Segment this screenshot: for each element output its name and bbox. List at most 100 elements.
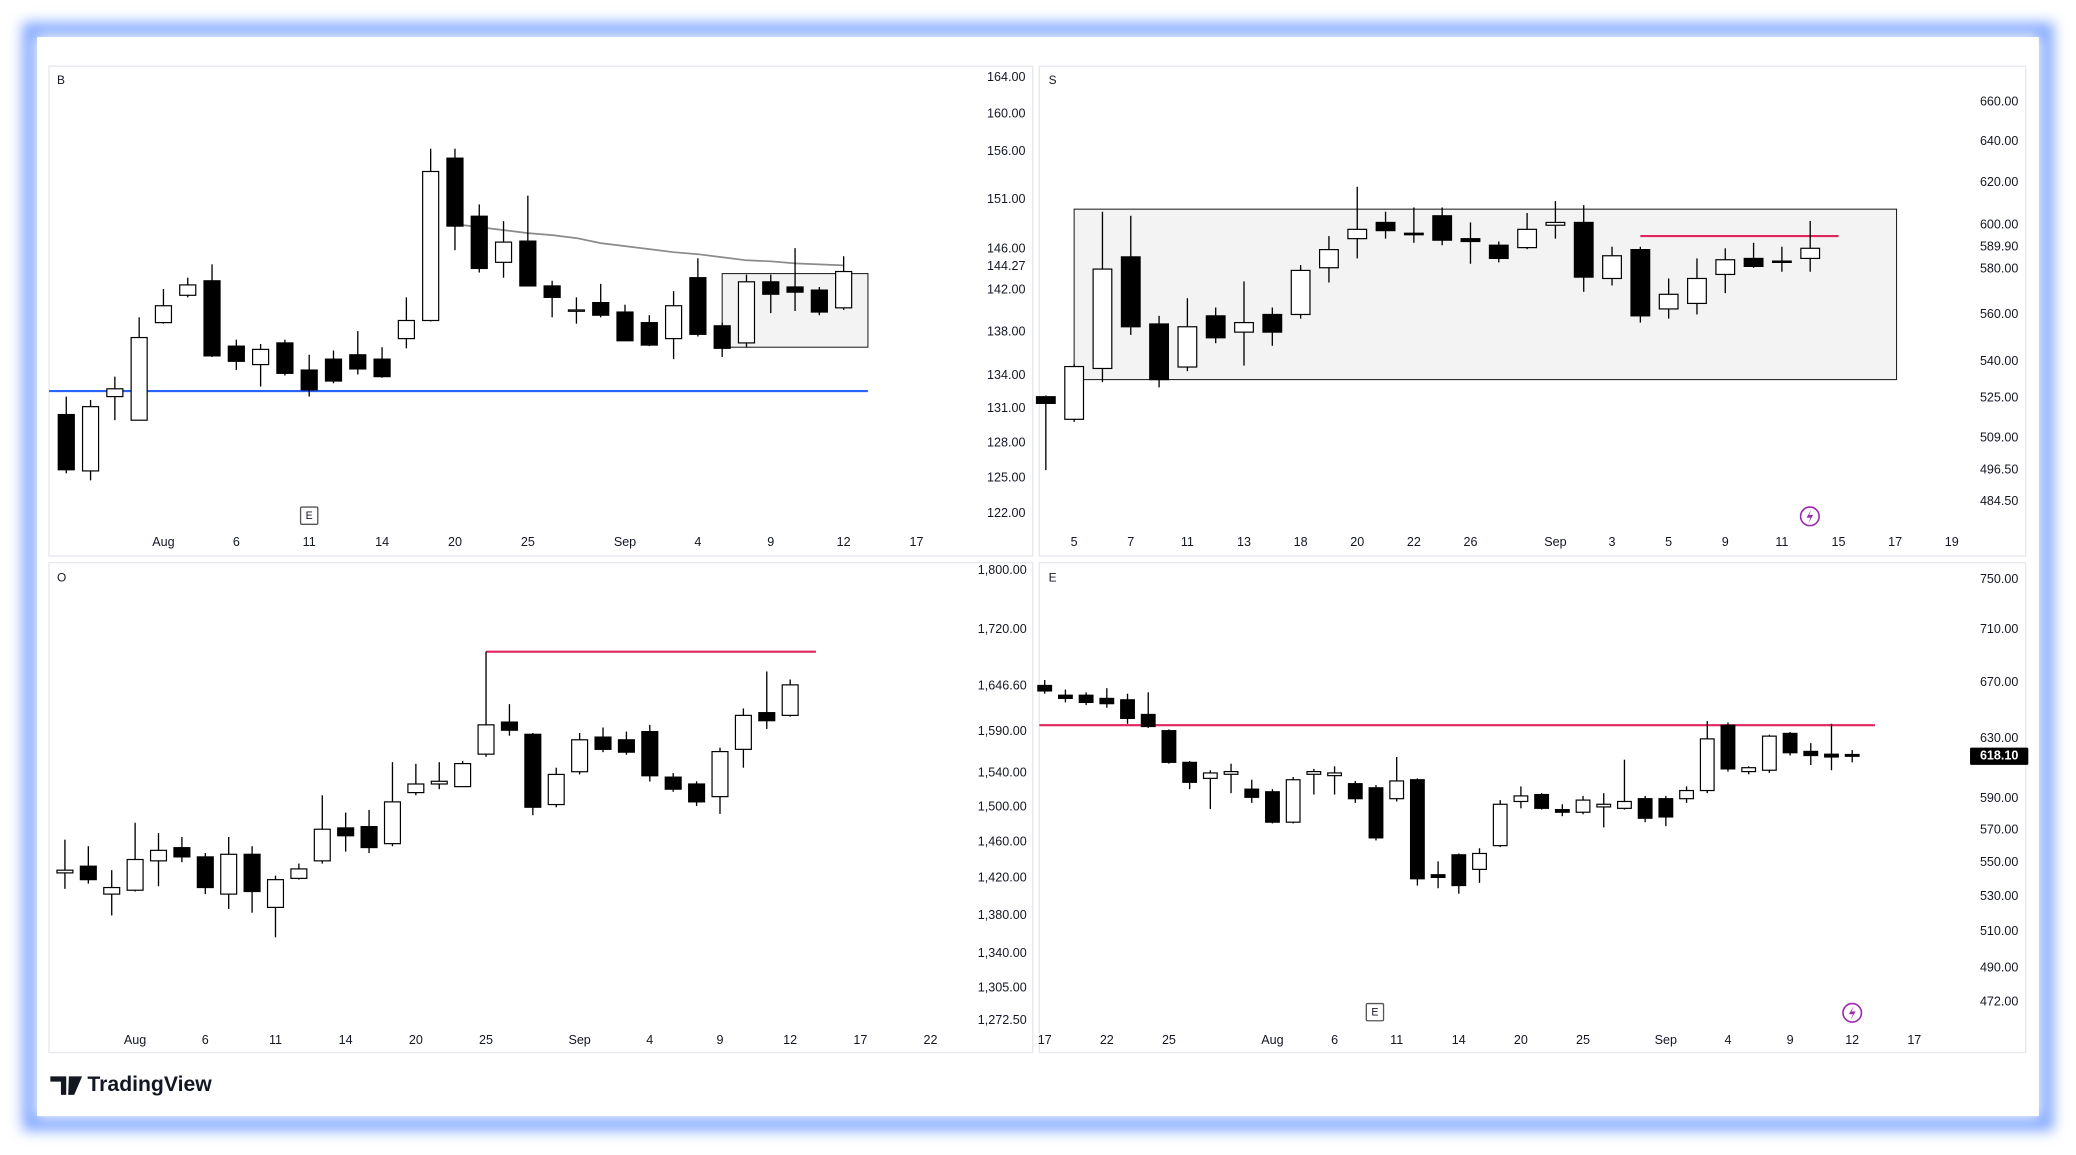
- candle-body: [1057, 694, 1073, 699]
- candle-body: [1492, 803, 1508, 847]
- earnings-icon: E: [1365, 1002, 1385, 1022]
- candle-body: [1743, 257, 1764, 268]
- chart-title: E: [1049, 571, 1057, 585]
- y-tick-label: 1,380.00: [978, 908, 1027, 922]
- x-tick-label: 19: [1945, 535, 1959, 549]
- y-tick-label: 134.00: [987, 368, 1025, 382]
- x-tick-label: Aug: [152, 535, 174, 549]
- candle-body: [1575, 799, 1591, 813]
- candle-body: [1432, 215, 1453, 241]
- x-tick-label: 25: [521, 535, 535, 549]
- x-tick-label: 26: [1463, 535, 1477, 549]
- candle-body: [79, 865, 97, 881]
- y-tick-label: 1,540.00: [978, 765, 1027, 779]
- candle-body: [1472, 852, 1487, 870]
- x-tick-label: 25: [1576, 1033, 1590, 1047]
- y-tick-label: 589.90: [1980, 240, 2018, 254]
- x-tick-label: 9: [767, 535, 774, 549]
- candle-body: [688, 783, 706, 803]
- x-tick-label: Aug: [1261, 1033, 1283, 1047]
- x-tick-label: 6: [1331, 1033, 1338, 1047]
- x-tick-label: 12: [1845, 1033, 1859, 1047]
- candle-body: [179, 284, 197, 296]
- candle-body: [1120, 699, 1135, 720]
- candle-body: [1602, 255, 1622, 280]
- candle-body: [1149, 323, 1170, 381]
- y-tick-label: 128.00: [987, 435, 1025, 449]
- candle-body: [266, 879, 285, 908]
- candle-body: [1761, 735, 1777, 771]
- candle-body: [1637, 798, 1653, 819]
- y-tick-label: 1,646.60: [978, 679, 1027, 693]
- panel-frame: [1038, 562, 2027, 1054]
- candle-body: [519, 240, 537, 287]
- candle-body: [1182, 761, 1198, 783]
- y-tick-label: 1,460.00: [978, 835, 1027, 849]
- x-tick-label: 17: [853, 1033, 867, 1047]
- candle-body: [1658, 293, 1679, 310]
- svg-text:E: E: [306, 510, 313, 522]
- y-tick-label: 530.00: [1980, 889, 2018, 903]
- x-tick-label: 20: [409, 1033, 423, 1047]
- y-tick-label: 1,590.00: [978, 724, 1027, 738]
- panel-frame: [48, 65, 1034, 557]
- y-tick-label: 138.00: [987, 325, 1025, 339]
- candle-body: [470, 215, 488, 270]
- x-tick-label: 22: [924, 1033, 938, 1047]
- candle-body: [196, 856, 214, 889]
- candle-body: [1120, 256, 1141, 328]
- candle-body: [149, 849, 168, 862]
- y-tick-label: 510.00: [1980, 924, 2018, 938]
- x-tick-label: 5: [1071, 535, 1078, 549]
- candle-body: [243, 853, 261, 893]
- y-tick-label: 146.00: [987, 241, 1025, 255]
- y-tick-label: 570.00: [1980, 822, 2018, 836]
- y-tick-label: 590.00: [1980, 791, 2018, 805]
- y-tick-label: 1,272.50: [978, 1013, 1027, 1027]
- x-tick-label: 20: [448, 535, 462, 549]
- canvas: [37, 37, 2039, 1117]
- candle-body: [1306, 770, 1322, 775]
- candle-body: [1545, 221, 1566, 226]
- y-tick-label: 142.00: [987, 282, 1025, 296]
- candle-body: [547, 773, 565, 806]
- candle-body: [1262, 313, 1283, 333]
- candle-body: [422, 170, 440, 322]
- candle-body: [1488, 244, 1509, 260]
- candle-body: [494, 241, 513, 263]
- candle-body: [1265, 791, 1280, 823]
- candle-body: [103, 886, 121, 895]
- x-tick-label: 5: [1665, 535, 1672, 549]
- candle-body: [1347, 228, 1368, 240]
- range-box: [1073, 208, 1898, 381]
- candle-body: [1244, 788, 1260, 798]
- x-tick-label: Aug: [124, 1033, 146, 1047]
- candle-body: [1223, 770, 1239, 775]
- y-tick-label: 122.00: [987, 506, 1025, 520]
- x-tick-label: 14: [1452, 1033, 1466, 1047]
- charts: B 164.00160.00156.00151.00146.00144.27142…: [48, 65, 2029, 1054]
- y-tick-label: 580.00: [1980, 261, 2018, 275]
- candle-body: [500, 721, 518, 731]
- candle-body: [524, 733, 542, 808]
- candle-body: [1596, 803, 1612, 808]
- candle-body: [1630, 249, 1651, 317]
- candle-body: [1290, 269, 1311, 316]
- candle-body: [594, 736, 612, 750]
- candle-body: [1078, 694, 1094, 704]
- candle-body: [373, 358, 391, 378]
- candle-body: [1430, 874, 1446, 879]
- candle-body: [1800, 247, 1821, 260]
- y-tick-label: 750.00: [1980, 572, 2018, 586]
- candle-body: [313, 828, 331, 862]
- y-tick-label: 1,800.00: [978, 563, 1027, 577]
- candle-body: [130, 336, 148, 421]
- x-tick-label: 11: [269, 1033, 282, 1047]
- y-tick-label: 156.00: [987, 144, 1025, 158]
- x-tick-label: 14: [375, 535, 389, 549]
- x-tick-label: 12: [783, 1033, 797, 1047]
- candle-body: [1513, 795, 1529, 803]
- candle-body: [1092, 268, 1113, 370]
- dividend-icon: [1842, 1002, 1863, 1023]
- x-tick-label: 17: [1888, 535, 1902, 549]
